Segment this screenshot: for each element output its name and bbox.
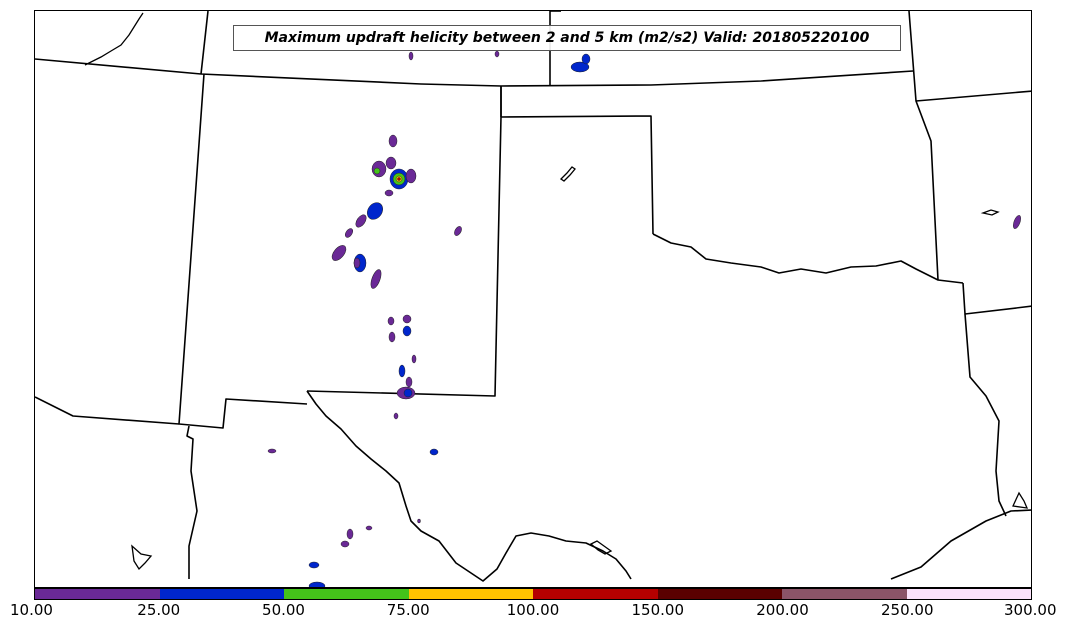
cell <box>417 518 421 524</box>
border-colorado-kansas <box>200 11 209 75</box>
colorbar-segment <box>533 589 658 599</box>
cell <box>494 50 500 58</box>
cell <box>384 189 394 197</box>
map-canvas <box>35 11 1031 587</box>
cell <box>308 561 320 569</box>
helicity-cells <box>267 33 1021 587</box>
bay-coast <box>1012 491 1029 509</box>
cell <box>405 168 417 184</box>
border-newmexico-texas-east <box>306 86 502 397</box>
colorbar-tick-label: 200.00 <box>756 601 809 619</box>
colorbar-tick-label: 75.00 <box>386 601 430 619</box>
cell <box>373 167 381 175</box>
cell <box>267 448 277 454</box>
lake-outline <box>559 166 576 182</box>
cell <box>367 202 383 220</box>
cell <box>398 364 406 378</box>
colorbar-tick-label: 50.00 <box>262 601 305 619</box>
colorbar-segment <box>906 589 1031 599</box>
cell <box>570 61 590 73</box>
border-oklahoma-arkansas <box>915 100 939 281</box>
cell <box>581 53 591 65</box>
cell <box>402 314 412 324</box>
cell <box>308 581 326 587</box>
lake-arkansas <box>980 209 1000 216</box>
river-north <box>84 12 144 66</box>
cell <box>370 269 382 289</box>
map-frame: Maximum updraft helicity between 2 and 5… <box>34 10 1032 588</box>
state-borders <box>35 11 1031 582</box>
cell <box>429 448 439 456</box>
cell <box>385 156 397 170</box>
colorbar-segment <box>408 589 533 599</box>
cell <box>408 51 414 61</box>
colorbar <box>34 588 1032 600</box>
border-missouri <box>908 11 1031 102</box>
cell <box>353 257 361 269</box>
colorbar-tick-label: 300.00 <box>1004 601 1057 619</box>
colorbar-segment <box>159 589 284 599</box>
colorbar-segment <box>782 589 907 599</box>
cell <box>1013 215 1021 229</box>
border-arkansas-louisiana <box>962 282 1031 315</box>
cell <box>403 388 413 398</box>
cell <box>402 325 412 337</box>
cell <box>340 540 350 548</box>
colorbar-tick-label: 250.00 <box>881 601 934 619</box>
colorbar-tick-label: 150.00 <box>631 601 685 619</box>
border-nebraska-kansas <box>35 58 914 87</box>
water-features <box>84 12 1029 571</box>
cell <box>388 331 396 343</box>
border-arizona-west <box>35 396 180 425</box>
colorbar-tick-label: 10.00 <box>10 601 53 619</box>
border-red-river <box>652 233 964 284</box>
cell <box>346 528 354 540</box>
cell <box>365 525 373 531</box>
cell <box>344 228 354 238</box>
cell <box>355 214 367 228</box>
colorbar-segment <box>35 589 160 599</box>
cell <box>411 354 417 364</box>
cell <box>393 412 399 420</box>
border-rio-grande <box>306 390 632 582</box>
cell <box>405 376 413 388</box>
cell <box>388 134 398 148</box>
map-title: Maximum updraft helicity between 2 and 5… <box>233 25 901 51</box>
cell <box>387 316 395 326</box>
lake-texas <box>589 540 613 555</box>
colorbar-tick-label: 100.00 <box>506 601 560 619</box>
cell <box>331 245 347 261</box>
border-newmexico-west <box>178 73 308 429</box>
border-texas-louisiana <box>964 313 1007 517</box>
colorbar-labels: 10.00 25.00 50.00 75.00 100.00 150.00 20… <box>0 600 1070 624</box>
cell <box>397 177 401 181</box>
border-oklahoma-north <box>500 115 654 235</box>
border-mexico-arizona <box>186 425 198 579</box>
cell <box>454 226 462 236</box>
coast-gulf <box>890 509 1031 580</box>
colorbar-tick-label: 25.00 <box>137 601 181 619</box>
colorbar-segment <box>657 589 782 599</box>
lake-south <box>131 544 153 571</box>
colorbar-segment <box>284 589 409 599</box>
